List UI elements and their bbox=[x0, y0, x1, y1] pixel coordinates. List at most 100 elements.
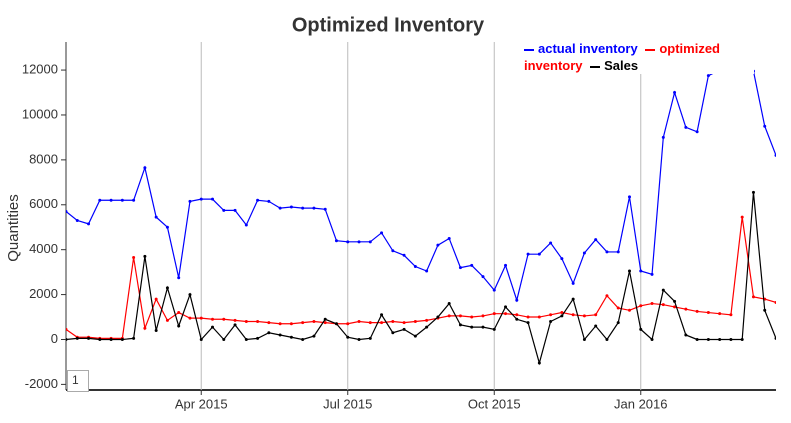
point bbox=[177, 276, 181, 280]
point bbox=[504, 263, 508, 267]
point bbox=[289, 335, 293, 339]
point bbox=[504, 312, 508, 316]
point bbox=[391, 249, 395, 253]
point bbox=[549, 320, 553, 324]
legend-swatch bbox=[524, 48, 534, 51]
point bbox=[368, 336, 372, 340]
point bbox=[605, 294, 609, 298]
legend-label: optimized inventory bbox=[524, 41, 720, 73]
point bbox=[436, 315, 440, 319]
point bbox=[346, 240, 350, 244]
point bbox=[391, 331, 395, 335]
point bbox=[470, 263, 474, 267]
point bbox=[211, 317, 215, 321]
y-tick-label: -2000 bbox=[25, 376, 58, 391]
point bbox=[75, 218, 79, 222]
point bbox=[312, 334, 316, 338]
point bbox=[368, 240, 372, 244]
point bbox=[413, 334, 417, 338]
point bbox=[66, 327, 68, 331]
point bbox=[515, 317, 519, 321]
point bbox=[582, 314, 586, 318]
point bbox=[380, 321, 384, 325]
chart-title: Optimized Inventory bbox=[292, 14, 485, 36]
x-tick-label: Jul 2015 bbox=[323, 396, 372, 411]
point bbox=[571, 313, 575, 317]
legend-item[interactable]: actual inventory bbox=[524, 41, 638, 56]
point bbox=[537, 252, 541, 256]
point bbox=[211, 197, 215, 201]
point bbox=[661, 288, 665, 292]
legend-item[interactable]: optimized inventory bbox=[524, 41, 720, 73]
point bbox=[616, 250, 620, 254]
point bbox=[312, 320, 316, 324]
point bbox=[177, 324, 181, 328]
point bbox=[233, 323, 237, 327]
point bbox=[616, 321, 620, 325]
point bbox=[165, 318, 169, 322]
y-tick-label: 8000 bbox=[29, 151, 58, 166]
series bbox=[66, 67, 776, 303]
point bbox=[301, 206, 305, 210]
point bbox=[278, 206, 282, 210]
legend-item[interactable]: Sales bbox=[590, 58, 638, 73]
point bbox=[684, 333, 688, 337]
point bbox=[256, 198, 260, 202]
point bbox=[549, 241, 553, 245]
point bbox=[323, 321, 327, 325]
point bbox=[188, 293, 192, 297]
point bbox=[346, 322, 350, 326]
point bbox=[560, 311, 564, 315]
point bbox=[774, 153, 776, 157]
point bbox=[571, 281, 575, 285]
point bbox=[323, 207, 327, 211]
point bbox=[199, 197, 203, 201]
point bbox=[402, 253, 406, 257]
point bbox=[695, 309, 699, 313]
point bbox=[639, 327, 643, 331]
point bbox=[560, 257, 564, 261]
point bbox=[458, 314, 462, 318]
point bbox=[627, 308, 631, 312]
point bbox=[413, 265, 417, 269]
point bbox=[526, 252, 530, 256]
point bbox=[177, 311, 181, 315]
point bbox=[244, 337, 248, 341]
point bbox=[549, 313, 553, 317]
point bbox=[323, 317, 327, 321]
point bbox=[222, 337, 226, 341]
point bbox=[334, 322, 338, 326]
legend-swatch bbox=[590, 65, 601, 68]
point bbox=[244, 223, 248, 227]
point bbox=[661, 303, 665, 307]
y-tick-label: 0 bbox=[51, 331, 58, 346]
point bbox=[492, 288, 496, 292]
point bbox=[334, 239, 338, 243]
point bbox=[87, 336, 91, 340]
point bbox=[481, 325, 485, 329]
point bbox=[639, 269, 643, 273]
point bbox=[447, 314, 451, 318]
point bbox=[627, 269, 631, 273]
point bbox=[165, 286, 169, 290]
point bbox=[267, 331, 271, 335]
point bbox=[380, 231, 384, 235]
point bbox=[729, 337, 733, 341]
point bbox=[605, 250, 609, 254]
y-tick-label: 2000 bbox=[29, 286, 58, 301]
point bbox=[481, 275, 485, 279]
point bbox=[154, 297, 158, 301]
point bbox=[425, 325, 429, 329]
point bbox=[751, 190, 755, 194]
x-tick-label: Jan 2016 bbox=[614, 396, 668, 411]
legend: actual inventory optimized inventory Sal… bbox=[524, 40, 754, 74]
series bbox=[66, 215, 776, 340]
point bbox=[706, 311, 710, 315]
point bbox=[289, 205, 293, 209]
point bbox=[639, 304, 643, 308]
point bbox=[199, 337, 203, 341]
point bbox=[594, 324, 598, 328]
point bbox=[650, 337, 654, 341]
point bbox=[706, 74, 710, 78]
page-indicator[interactable]: 1 bbox=[67, 370, 89, 392]
